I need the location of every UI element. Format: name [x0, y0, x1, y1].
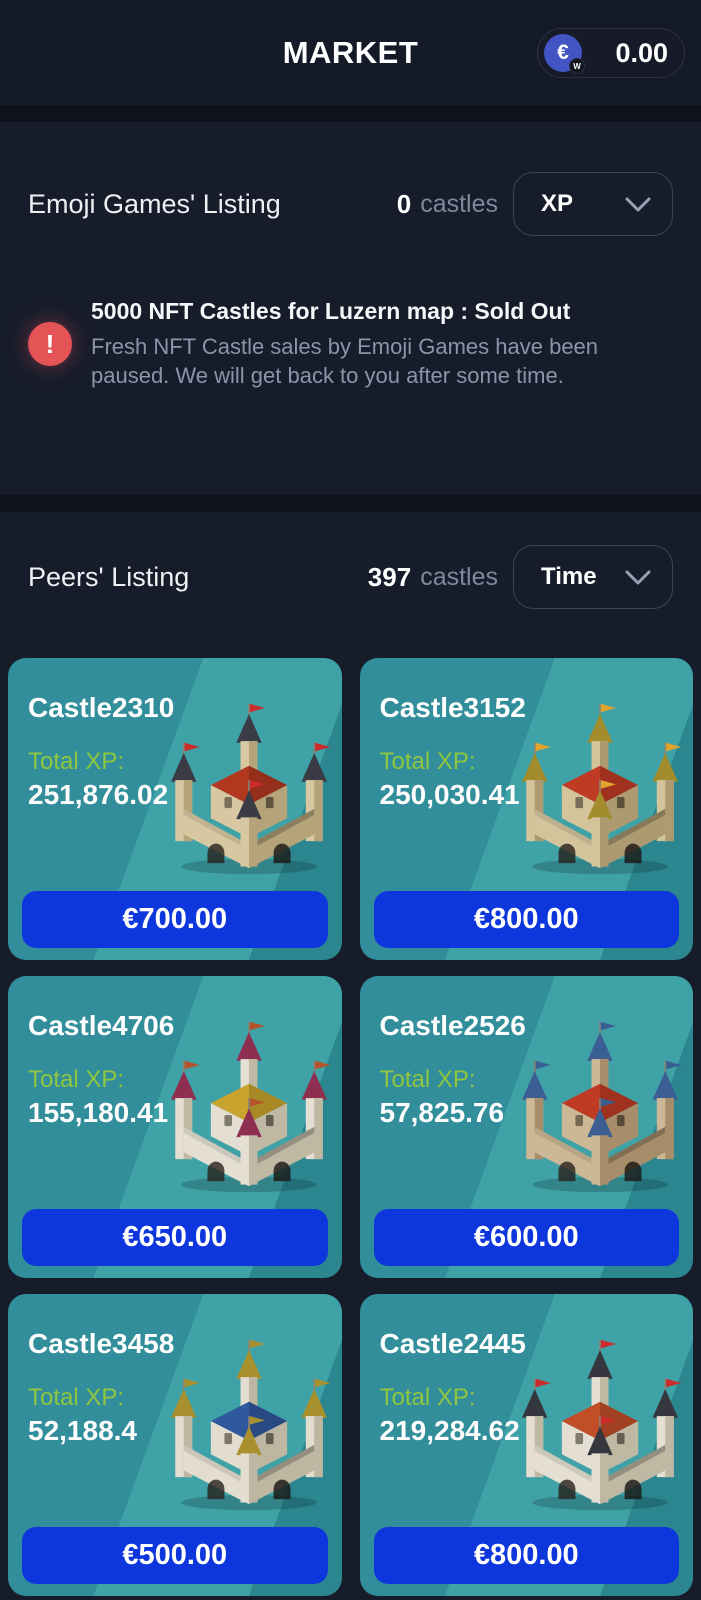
- total-xp-value: 250,030.41: [379, 779, 520, 810]
- price-button[interactable]: €600.00: [373, 1209, 679, 1266]
- alert-text: 5000 NFT Castles for Luzern map : Sold O…: [91, 298, 673, 390]
- price-button[interactable]: €500.00: [22, 1527, 328, 1584]
- castle-name: Castle3152: [379, 692, 526, 723]
- sort-dropdown-time[interactable]: Time: [513, 545, 673, 609]
- euro-coin-icon: € W: [544, 34, 585, 74]
- castle-illustration: [170, 1339, 330, 1511]
- price-button[interactable]: €800.00: [373, 891, 679, 948]
- app-header: MARKET € W 0.00: [0, 0, 701, 105]
- balance-amount: 0.00: [615, 37, 668, 68]
- total-xp-label: Total XP:: [379, 748, 476, 775]
- price-button[interactable]: €800.00: [373, 1527, 679, 1584]
- total-xp-value: 219,284.62: [379, 1415, 520, 1446]
- castle-illustration: [522, 1021, 682, 1193]
- total-xp-value: 155,180.41: [28, 1097, 169, 1128]
- section-emoji-listing: Emoji Games' Listing 0 castles XP ! 5000…: [0, 122, 701, 495]
- chevron-down-icon: [624, 569, 652, 586]
- castle-illustration: [170, 1021, 330, 1193]
- castle-name: Castle4706: [28, 1010, 175, 1041]
- price-button[interactable]: €700.00: [22, 891, 328, 948]
- sold-out-alert: ! 5000 NFT Castles for Luzern map : Sold…: [28, 298, 673, 390]
- emoji-castle-count-label: castles: [420, 189, 498, 218]
- peers-listing-title: Peers' Listing: [28, 561, 190, 592]
- wallet-badge: W: [569, 58, 585, 74]
- castle-name: Castle2526: [379, 1010, 526, 1041]
- sort-value: XP: [541, 190, 574, 217]
- total-xp-label: Total XP:: [28, 1066, 125, 1093]
- emoji-listing-header: Emoji Games' Listing 0 castles XP: [28, 172, 673, 236]
- total-xp-label: Total XP:: [28, 748, 125, 775]
- castle-name: Castle2310: [28, 692, 175, 723]
- peers-castle-count: 397: [367, 561, 412, 592]
- peers-castle-count-label: castles: [420, 562, 498, 591]
- castle-card[interactable]: Castle2310 Total XP: 251,876.02: [8, 658, 342, 960]
- chevron-down-icon: [624, 196, 652, 213]
- emoji-listing-title: Emoji Games' Listing: [28, 188, 281, 219]
- peers-listing-header: Peers' Listing 397 castles Time: [28, 545, 673, 609]
- total-xp-label: Total XP:: [379, 1066, 476, 1093]
- total-xp-label: Total XP:: [28, 1384, 125, 1411]
- castle-name: Castle2445: [379, 1328, 526, 1359]
- alert-exclamation-icon: !: [28, 322, 72, 367]
- castle-illustration: [522, 703, 682, 875]
- total-xp-value: 251,876.02: [28, 779, 169, 810]
- section-divider: [0, 495, 701, 512]
- castle-illustration: [170, 703, 330, 875]
- emoji-castle-count: 0: [396, 188, 412, 219]
- castle-name: Castle3458: [28, 1328, 175, 1359]
- page-title: MARKET: [282, 34, 419, 70]
- castle-illustration: [522, 1339, 682, 1511]
- castle-card[interactable]: Castle3458 Total XP: 52,188.4: [8, 1294, 342, 1596]
- price-button[interactable]: €650.00: [22, 1209, 328, 1266]
- castle-card[interactable]: Castle2526 Total XP: 57,825.76: [359, 976, 693, 1278]
- alert-body: Fresh NFT Castle sales by Emoji Games ha…: [91, 334, 599, 389]
- euro-symbol: €: [544, 34, 582, 72]
- castle-card[interactable]: Castle2445 Total XP: 219,284.62: [359, 1294, 693, 1596]
- total-xp-value: 52,188.4: [28, 1415, 137, 1446]
- castle-card[interactable]: Castle3152 Total XP: 250,030.41: [359, 658, 693, 960]
- castle-card[interactable]: Castle4706 Total XP: 155,180.41: [8, 976, 342, 1278]
- sort-dropdown-xp[interactable]: XP: [513, 172, 673, 236]
- total-xp-value: 57,825.76: [379, 1097, 505, 1128]
- peers-cards-grid: Castle2310 Total XP: 251,876.02: [0, 658, 701, 1596]
- section-divider: [0, 105, 701, 122]
- sort-value: Time: [541, 563, 597, 590]
- section-peers-listing: Peers' Listing 397 castles Time Castle23…: [0, 512, 701, 1600]
- alert-title: 5000 NFT Castles for Luzern map : Sold O…: [91, 298, 571, 324]
- balance-pill[interactable]: € W 0.00: [537, 28, 685, 78]
- total-xp-label: Total XP:: [379, 1384, 476, 1411]
